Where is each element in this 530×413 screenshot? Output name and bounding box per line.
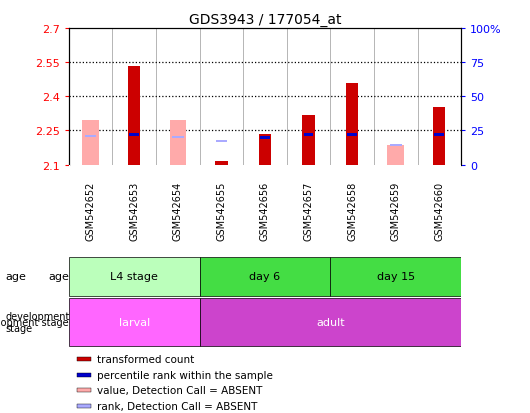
- Bar: [304, 134, 313, 136]
- Bar: [433, 107, 445, 165]
- Bar: [390, 145, 402, 147]
- Bar: [172, 137, 183, 139]
- Bar: [77, 388, 91, 392]
- Bar: [260, 137, 270, 139]
- Text: GSM542656: GSM542656: [260, 181, 270, 240]
- Bar: [303, 115, 315, 165]
- Title: GDS3943 / 177054_at: GDS3943 / 177054_at: [189, 12, 341, 26]
- Bar: [69, 298, 200, 346]
- Text: development stage: development stage: [0, 317, 69, 327]
- Text: rank, Detection Call = ABSENT: rank, Detection Call = ABSENT: [97, 401, 257, 411]
- Bar: [216, 141, 227, 143]
- Bar: [387, 146, 404, 165]
- Text: GSM542660: GSM542660: [434, 181, 444, 240]
- Bar: [170, 121, 186, 165]
- Text: day 6: day 6: [250, 272, 280, 282]
- Text: GSM542658: GSM542658: [347, 181, 357, 240]
- Bar: [215, 162, 227, 165]
- Text: GSM542655: GSM542655: [216, 181, 226, 240]
- Bar: [128, 66, 140, 165]
- Bar: [200, 257, 330, 297]
- Text: GSM542657: GSM542657: [304, 181, 314, 240]
- Text: percentile rank within the sample: percentile rank within the sample: [97, 370, 272, 380]
- Text: GSM542659: GSM542659: [391, 181, 401, 240]
- Text: L4 stage: L4 stage: [110, 272, 158, 282]
- Bar: [77, 373, 91, 377]
- Text: age: age: [5, 272, 26, 282]
- Bar: [69, 257, 200, 297]
- Text: GSM542654: GSM542654: [173, 181, 183, 240]
- Text: value, Detection Call = ABSENT: value, Detection Call = ABSENT: [97, 385, 262, 395]
- Bar: [435, 134, 444, 136]
- Text: day 15: day 15: [377, 272, 415, 282]
- Text: larval: larval: [119, 317, 150, 327]
- Text: GSM542653: GSM542653: [129, 181, 139, 240]
- Text: GSM542652: GSM542652: [86, 181, 96, 240]
- Text: development
stage: development stage: [5, 311, 69, 333]
- Bar: [346, 83, 358, 165]
- Bar: [200, 298, 461, 346]
- Bar: [85, 135, 96, 138]
- Text: adult: adult: [316, 317, 344, 327]
- Text: transformed count: transformed count: [97, 354, 194, 364]
- Bar: [129, 134, 139, 136]
- Bar: [77, 404, 91, 408]
- Bar: [347, 134, 357, 136]
- Bar: [330, 257, 461, 297]
- Text: age: age: [48, 272, 69, 282]
- Bar: [82, 121, 99, 165]
- Bar: [259, 135, 271, 165]
- Bar: [77, 357, 91, 361]
